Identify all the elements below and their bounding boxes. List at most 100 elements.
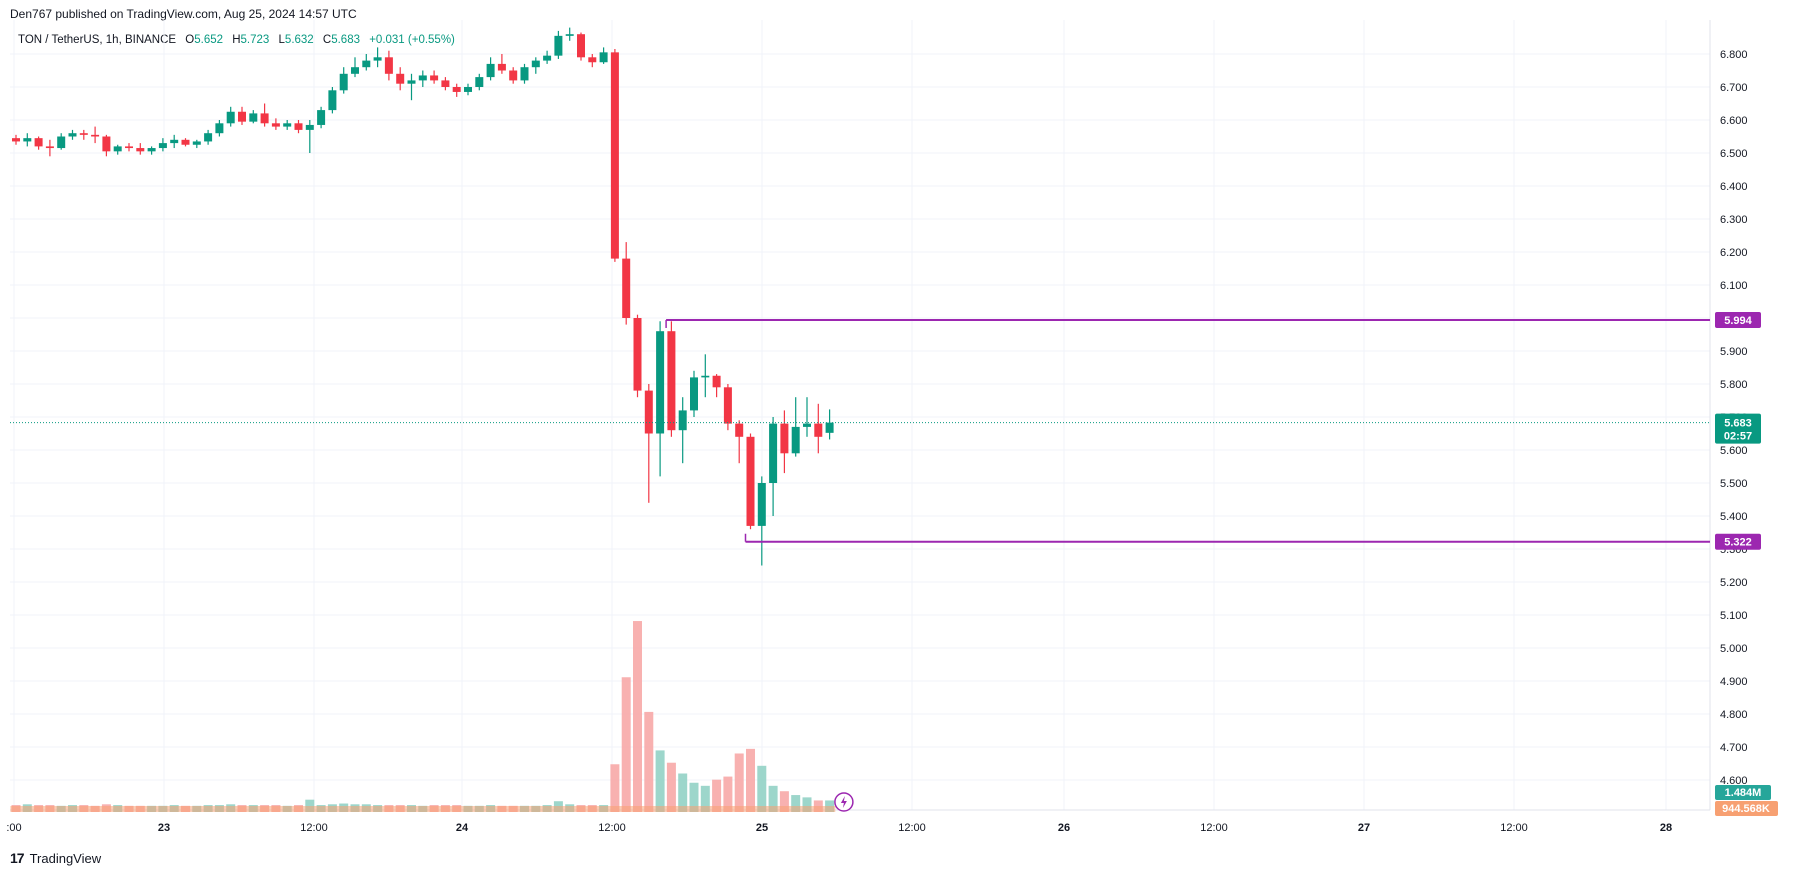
volume-ma-band [270,806,282,812]
candle-body [351,67,359,74]
close-label: C [322,34,332,46]
y-tick-label: 6.100 [1720,280,1748,292]
volume-ma-band [134,806,146,812]
candle-body [204,133,213,142]
volume-ma-band [688,806,700,812]
volume-bar [621,677,631,812]
candle-body [271,123,280,127]
volume-ma-band [812,806,824,812]
volume-ma-band [349,806,361,812]
volume-ma-band [157,806,169,812]
open-label: O [185,34,195,46]
volume-ma-band [21,806,33,812]
y-tick-label: 5.900 [1720,346,1748,358]
volume-ma-band [677,806,689,812]
candle-body [791,426,800,454]
high-label: H [232,34,241,46]
volume-bar [791,795,801,812]
y-tick-label: 4.600 [1720,775,1748,787]
volume-ma-band [247,806,259,812]
y-tick-label: 6.500 [1720,148,1748,160]
volume-ma-band [146,806,158,812]
volume-bar [712,779,722,812]
candle-body [701,375,710,378]
high-value: 5.723 [240,34,270,46]
candle-body [125,146,133,149]
volume-ma-band [259,806,271,812]
volume-bar [700,785,710,812]
volume-ma-band [530,806,542,812]
volume-ma-band [191,806,203,812]
tradingview-logo-icon: 17 [10,850,25,866]
volume-ma-band [236,806,248,812]
y-tick-label: 5.100 [1720,610,1748,622]
candle-body [12,138,20,142]
volume-ma-band [711,806,723,812]
volume-ma-band [100,806,113,812]
bar-countdown-label: 02:57 [1724,431,1752,443]
volume-ma-band [112,806,124,812]
volume-bar [644,711,654,812]
candle-body [509,70,518,81]
candle-body [373,57,382,61]
candle-body [814,423,823,437]
candle-body [384,57,393,74]
volume-ma-band [428,806,440,812]
volume-ma-band [168,806,180,812]
volume-ma-band [733,806,745,812]
y-tick-label: 5.000 [1720,643,1748,655]
y-tick-label: 4.700 [1720,742,1748,754]
candle-body [780,423,789,454]
volume-ma-band [10,806,22,812]
candle-body [396,73,405,84]
x-tick-label: 12:00 [1500,822,1528,834]
candle-body [249,113,258,122]
volume-ma-band [44,806,56,812]
volume-bar [734,753,744,812]
last-price-badge [1715,413,1761,444]
y-tick-label: 5.400 [1720,511,1748,523]
volume-bar [655,750,665,812]
level-badge-label: 5.994 [1724,315,1752,327]
y-tick-label: 4.800 [1720,709,1748,721]
volume-ma-band [462,806,474,812]
volume-ma-band [179,806,192,812]
volume-ma-band [372,806,384,812]
volume-bar [746,748,755,812]
candle-body [475,77,484,87]
volume-ma-band [417,806,429,812]
candle-body [158,143,167,149]
volume-ma-band [89,806,101,812]
y-tick-label: 6.200 [1720,247,1748,259]
volume-ma-band [33,806,45,812]
candle-body [622,258,631,318]
brand-name: TradingView [29,850,102,866]
footer: 17 TradingView [10,850,101,866]
volume-ma-band [665,806,678,812]
close-value: 5.683 [331,34,360,46]
volume-ma-band [338,806,350,812]
volume-ma-band [383,806,395,812]
candle-body [554,35,563,56]
candle-body [803,423,811,427]
volume-ma-band [78,806,90,812]
volume-ma-band [744,806,757,812]
change-value: +0.031 (+0.55%) [369,34,455,46]
y-tick-label: 5.800 [1720,379,1748,391]
volume-ma-band [564,806,576,812]
volume-bar [757,765,767,812]
level-badge [1715,311,1761,328]
volume-ma-band [405,806,418,812]
candle-body [79,133,88,135]
volume-ma-band [767,806,779,812]
candle-body [113,146,122,152]
candle-body [305,124,314,130]
volume-bar [779,791,789,812]
x-tick-label: 26 [1058,822,1070,834]
level-badge-label: 5.322 [1724,537,1752,549]
volume-ma-band [55,806,67,812]
volume-current-label: 1.484M [1725,787,1762,799]
volume-bar [633,621,642,812]
candle-body [599,52,608,63]
